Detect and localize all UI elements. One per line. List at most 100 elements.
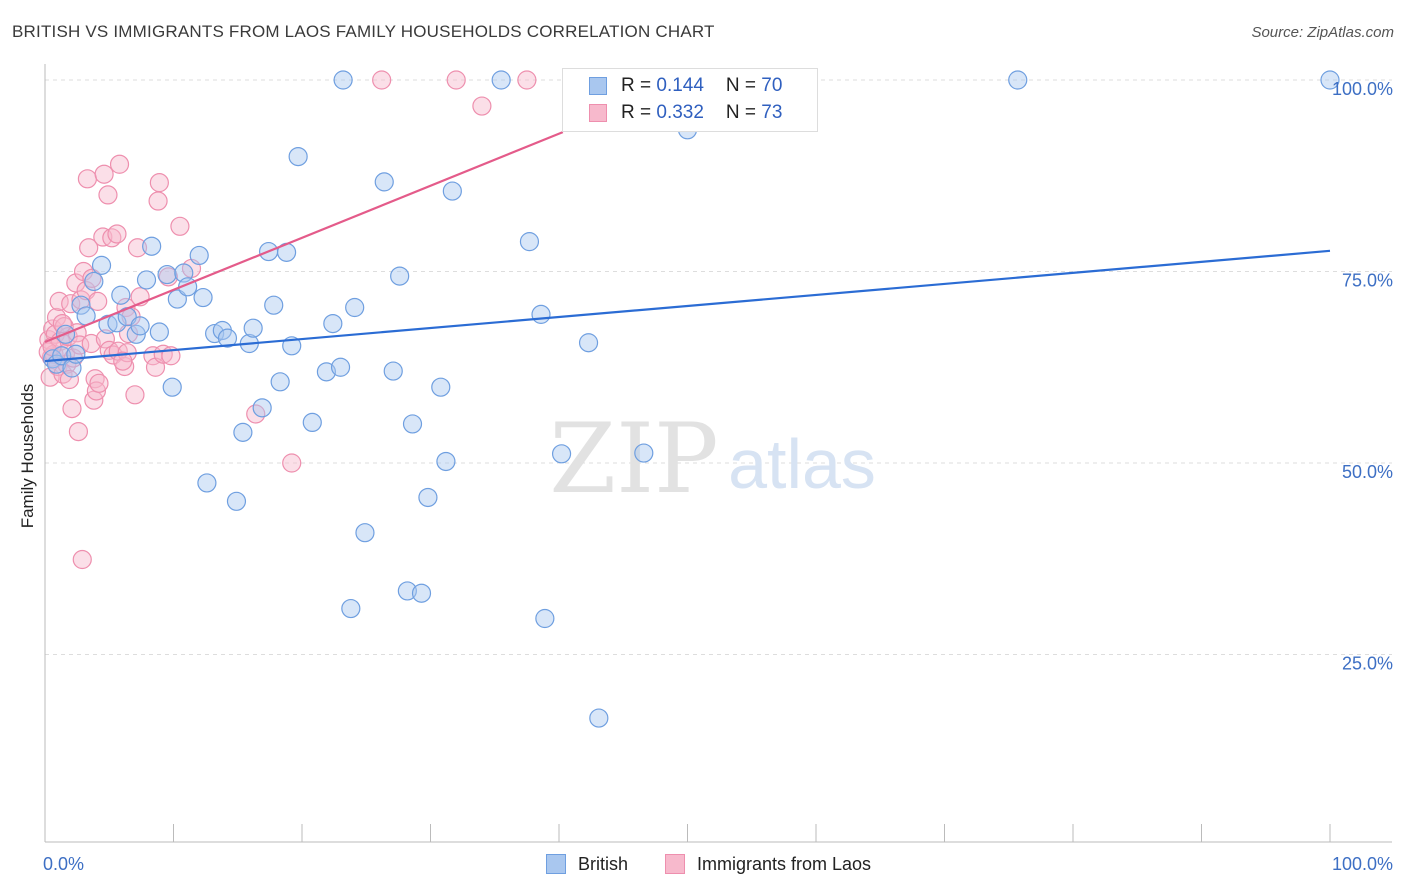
british-point-9 [91,255,112,275]
laos-r-value: 0.332 [656,102,704,123]
british-point-68 [1008,70,1028,90]
british-point-61 [531,304,551,324]
british-point-65 [589,708,609,728]
british-point-58 [442,181,462,201]
british-point-27 [205,323,225,344]
laos-point-56 [149,173,169,193]
laos-point-63 [282,453,302,473]
watermark-atlas: atlas [728,425,876,503]
laos-point-24 [72,549,92,570]
tick-labels: 25.0% 50.0% 75.0% 100.0% 0.0% 100.0% [43,79,1393,874]
british-point-15 [130,316,150,336]
british-point-51 [390,266,410,286]
british-swatch [589,77,607,95]
british-point-21 [167,289,187,309]
british-point-52 [397,581,417,601]
laos-point-60 [170,216,190,236]
laos-point-66 [472,96,492,116]
laos-point-51 [127,238,148,258]
laos-point-55 [148,191,168,211]
british-point-18 [149,322,169,342]
british-r-label: R = [621,75,657,96]
british-point-41 [302,412,322,433]
british-point-29 [217,328,238,348]
british-point-55 [418,487,438,508]
british-point-54 [411,583,432,603]
british-point-48 [355,523,375,543]
laos-legend-swatch [665,854,685,874]
laos-point-28 [79,238,99,258]
series-british-points [43,70,1340,728]
laos-point-36 [94,164,114,184]
british-point-49 [374,172,394,192]
laos-point-33 [88,291,108,311]
laos-point-32 [86,381,107,401]
british-point-30 [226,491,247,511]
laos-point-8 [49,291,69,311]
british-point-17 [142,236,162,256]
trend-lines [44,131,1331,363]
british-point-56 [431,377,451,397]
british-point-60 [519,232,540,252]
laos-point-21 [68,421,89,442]
british-point-44 [330,357,351,377]
british-point-25 [193,287,213,308]
laos-point-42 [107,224,127,244]
british-n-value: 70 [761,75,783,96]
bottom-legend-laos: Immigrants from Laos [665,852,871,876]
laos-point-50 [125,385,145,405]
laos-point-67 [517,70,537,90]
y-tick-label-50: 50.0% [1342,462,1393,482]
british-point-59 [491,70,511,90]
british-point-6 [71,295,91,315]
british-trend-line [44,249,1331,363]
y-tick-label-75: 75.0% [1342,271,1393,291]
x-tick-label-start: 0.0% [43,854,84,874]
british-point-66 [634,443,654,463]
british-n-label: N = [725,75,762,96]
laos-point-27 [77,169,98,189]
british-point-24 [189,245,209,266]
british-point-34 [252,398,272,418]
laos-point-17 [62,399,82,419]
british-point-62 [535,608,555,629]
x-tick-label-end: 100.0% [1332,854,1393,874]
british-point-20 [162,377,182,397]
british-point-64 [578,333,599,353]
british-legend-label: British [578,853,629,874]
british-point-42 [316,362,337,382]
british-point-8 [84,271,104,292]
laos-point-40 [102,228,122,248]
laos-point-37 [95,329,115,349]
laos-point-70 [52,313,72,334]
source-label: Source: ZipAtlas.com [1251,24,1394,41]
laos-r-label: R = [621,102,657,123]
british-point-45 [333,70,353,90]
legend-row-british: R = 0.144 N = 70 [589,75,782,97]
bottom-legend-british: British [546,852,628,876]
y-tick-label-100: 100.0% [1332,79,1393,99]
watermark-zip: ZIP [549,403,718,515]
british-point-53 [402,414,423,434]
british-point-40 [288,147,308,167]
gridlines [45,79,1392,655]
legend-row-laos: R = 0.332 N = 73 [589,102,782,124]
british-point-26 [197,473,217,493]
british-point-31 [233,422,253,442]
british-point-33 [243,318,263,338]
laos-n-value: 73 [761,102,783,123]
laos-n-label: N = [725,102,762,123]
british-point-16 [136,270,157,290]
british-point-69 [1320,70,1340,90]
laos-point-72 [113,351,133,371]
british-point-47 [345,297,365,318]
british-point-50 [383,361,403,381]
british-point-63 [551,444,572,464]
british-point-19 [157,264,177,285]
correlation-legend: R = 0.144 N = 70 R = 0.332 N = 73 [562,68,818,132]
laos-trend-line [44,131,564,343]
laos-point-44 [109,154,130,174]
laos-point-16 [61,294,81,314]
laos-legend-label: Immigrants from Laos [697,853,872,874]
laos-point-71 [82,268,102,288]
